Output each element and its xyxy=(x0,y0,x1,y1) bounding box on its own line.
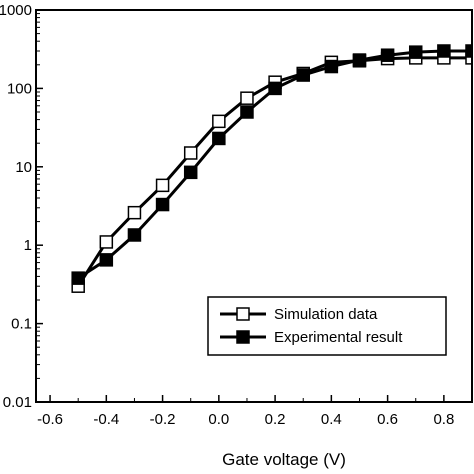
plot-frame xyxy=(35,9,473,403)
x-tick-label: 0.0 xyxy=(208,411,229,428)
legend-label: Simulation data xyxy=(274,306,378,323)
experimental-point xyxy=(380,48,395,62)
experimental-point xyxy=(352,53,367,67)
x-tick-label: -0.2 xyxy=(150,411,176,428)
legend-box xyxy=(207,296,447,356)
experimental-point xyxy=(324,59,339,74)
ticks-layer: -0.6 -0.4 -0.2 0.0 0.2 0.4 0.6 0.8 0.01 0.1 1 10 100… xyxy=(0,2,473,428)
x-tick-label: -0.4 xyxy=(93,411,119,428)
simulation-point xyxy=(155,178,170,193)
simulation-point xyxy=(127,205,142,220)
y-tick-label: 0.01 xyxy=(3,394,32,411)
simulation-point xyxy=(465,51,472,65)
y-tick-label: 1000 xyxy=(0,2,32,19)
experimental-point xyxy=(296,68,310,82)
simulation-point xyxy=(183,146,198,160)
series-layer xyxy=(71,44,472,293)
experimental-point xyxy=(408,45,423,59)
simulation-point xyxy=(99,235,114,249)
series-group xyxy=(71,44,472,293)
x-tick-label: 0.6 xyxy=(377,411,398,428)
experimental-point xyxy=(127,228,142,242)
y-tick-label: 1 xyxy=(24,237,32,254)
y-tick-label: 10 xyxy=(15,159,32,176)
legend-items: Simulation data Experimental result xyxy=(220,306,403,346)
legend-label: Experimental result xyxy=(274,329,403,346)
experimental-point xyxy=(183,165,198,180)
x-tick-label: 0.4 xyxy=(321,411,342,428)
experimental-point xyxy=(437,44,451,58)
y-tick-label: 100 xyxy=(7,80,32,97)
experimental-point xyxy=(465,44,472,58)
y-tick-label: 0.1 xyxy=(11,316,32,333)
simulation-point xyxy=(240,91,254,105)
experimental-point xyxy=(268,81,282,96)
experimental-point xyxy=(99,253,114,267)
x-tick-label: 0.2 xyxy=(265,411,286,428)
legend: Simulation data Experimental result xyxy=(207,296,447,356)
legend-marker xyxy=(236,307,250,321)
x-tick-label: 0.8 xyxy=(433,411,454,428)
experimental-point xyxy=(212,131,226,146)
x-axis-title: Gate voltage (V) xyxy=(222,450,346,469)
experimental-point xyxy=(155,197,170,212)
legend-marker xyxy=(236,330,250,344)
x-tick-label: -0.6 xyxy=(37,411,63,428)
experimental-point xyxy=(240,105,254,119)
experimental-point xyxy=(71,271,85,285)
simulation-point xyxy=(212,114,226,129)
